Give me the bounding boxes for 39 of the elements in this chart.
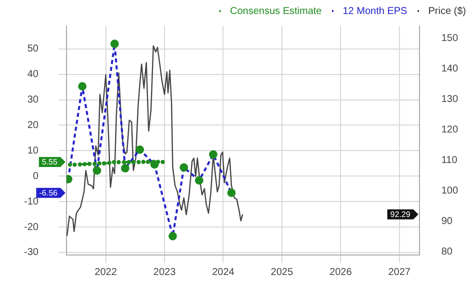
y2-tick-label: 80 — [441, 246, 453, 258]
y-tick-label: -20 — [24, 222, 39, 233]
y-tick-label: 20 — [27, 120, 39, 131]
y2-tick-label: 150 — [441, 32, 458, 44]
x-tick-label: 2022 — [94, 266, 118, 278]
point — [168, 232, 177, 240]
point — [180, 163, 188, 172]
point — [194, 176, 204, 185]
y-tick-label: 50 — [27, 44, 39, 55]
point — [92, 166, 102, 175]
legend-label: Price ($) — [428, 6, 466, 17]
y-tick-label: -10 — [24, 196, 39, 208]
point — [78, 82, 87, 91]
y2-tick-label: 90 — [441, 216, 453, 228]
y2-tick-label: 110 — [441, 155, 458, 166]
x-tick-label: 2024 — [212, 266, 235, 278]
y-tick-label: 40 — [27, 69, 39, 80]
legend-label: 12 Month EPS — [342, 6, 408, 17]
y2-tick-label: 100 — [441, 186, 458, 197]
y-tick-label: 30 — [27, 94, 39, 106]
x-tick-label: 2026 — [330, 266, 352, 278]
y-tick-label: 0 — [32, 170, 39, 182]
point — [209, 150, 218, 159]
y2-tick-label: 120 — [441, 124, 458, 136]
y2-tick-label: 140 — [441, 63, 458, 74]
annotation: 92.29 — [390, 210, 411, 220]
y2-tick-label: 130 — [441, 94, 458, 106]
x-tick-label: 2023 — [153, 266, 176, 278]
point — [110, 40, 119, 48]
text: 5.55 — [42, 158, 58, 167]
legend-label: Consensus Estimate — [230, 6, 322, 17]
text: -6.56 — [39, 188, 58, 198]
point — [136, 145, 144, 154]
y-tick-label: 10 — [27, 145, 39, 156]
x-tick-label: 2027 — [388, 266, 411, 278]
x-tick-label: 2025 — [270, 266, 294, 278]
point — [120, 164, 130, 172]
point — [227, 188, 236, 198]
y-tick-label: -30 — [24, 247, 39, 258]
